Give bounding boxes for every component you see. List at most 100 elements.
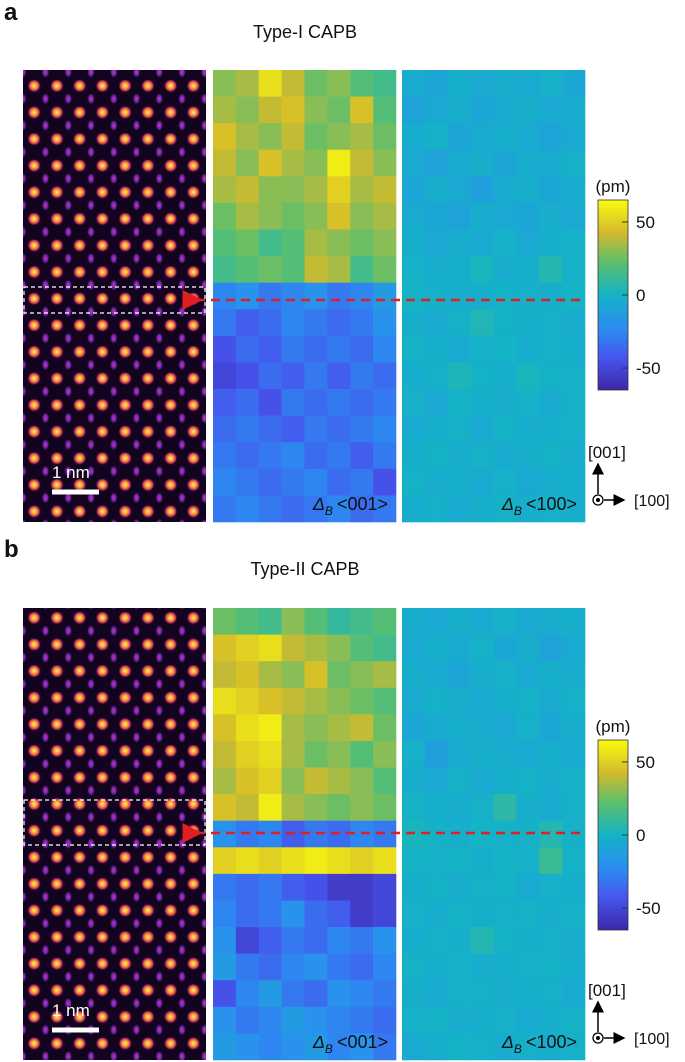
heatmap-cell — [213, 847, 237, 875]
map-label: ΔB <100> — [501, 494, 577, 518]
heatmap-cell — [516, 927, 540, 954]
heatmap-cell — [235, 123, 260, 151]
heatmap-cell — [402, 229, 426, 257]
heatmap-cell — [402, 714, 426, 742]
heatmap-cell — [539, 96, 563, 124]
heatmap-cell — [470, 608, 494, 635]
heatmap-cell — [470, 900, 494, 928]
heatmap-cell — [493, 1033, 517, 1061]
axis-up-label: [001] — [588, 981, 626, 1000]
heatmap-cell — [447, 149, 471, 177]
heatmap-cell — [258, 362, 282, 390]
heatmap-cell — [493, 847, 517, 875]
heatmap-cell — [539, 123, 563, 151]
heatmap-cell — [281, 927, 305, 954]
colorbar-unit: (pm) — [596, 717, 631, 736]
heatmap-cell — [213, 953, 237, 981]
heatmap-cell — [281, 714, 305, 742]
heatmap-cell — [304, 1006, 328, 1034]
heatmap-cell — [213, 149, 237, 177]
colorbar-tick-label: -50 — [636, 899, 661, 918]
heatmap-cell — [327, 123, 351, 151]
map-subscript: B — [514, 504, 522, 518]
heatmap-cell — [493, 123, 517, 151]
heatmap-cell — [562, 495, 586, 523]
heatmap-cell — [493, 362, 517, 390]
heatmap-cell — [258, 767, 282, 795]
heatmap-cell — [424, 980, 449, 1008]
heatmap-cell — [281, 900, 305, 928]
heatmap-cell — [539, 1033, 563, 1061]
heatmap-cell — [516, 847, 540, 875]
heatmap-cell — [493, 149, 517, 177]
heatmap-cell — [493, 256, 517, 284]
heatmap-cell — [402, 927, 426, 954]
heatmap-cell — [539, 953, 563, 981]
heatmap-cell — [213, 1006, 237, 1034]
heatmap-cell — [447, 256, 471, 284]
heatmap-cell — [402, 202, 426, 230]
heatmap-cell — [424, 767, 449, 795]
heatmap-cell — [304, 415, 328, 443]
heatmap-cell — [350, 608, 374, 635]
heatmap-cell — [350, 1033, 374, 1061]
heatmap-cell — [213, 740, 237, 768]
heatmap-cell — [235, 847, 260, 875]
heatmap-cell — [350, 96, 374, 124]
heatmap-cell — [470, 927, 494, 954]
heatmap-cell — [304, 927, 328, 954]
heatmap-cell — [470, 96, 494, 124]
heatmap-cell — [562, 468, 586, 496]
heatmap-cell — [258, 847, 282, 875]
heatmap-cell — [258, 123, 282, 151]
heatmap-cell — [470, 495, 494, 523]
heatmap-cell — [447, 687, 471, 715]
heatmap-cell — [373, 202, 397, 230]
heatmap-cell — [235, 767, 260, 795]
heatmap-cell — [470, 362, 494, 390]
heatmap-cell — [470, 282, 494, 310]
map-label: ΔB <001> — [312, 494, 388, 518]
heatmap-cell — [373, 70, 397, 97]
heatmap-cell — [539, 149, 563, 177]
heatmap-cell — [562, 415, 586, 443]
heatmap-cell — [424, 362, 449, 390]
heatmap-cell — [470, 202, 494, 230]
heatmap-cell — [493, 415, 517, 443]
heatmap-cell — [304, 1033, 328, 1061]
heatmap-cell — [470, 229, 494, 257]
heatmap-cell — [235, 256, 260, 284]
panel-label: b — [4, 536, 19, 563]
heatmap-cell — [258, 634, 282, 662]
heatmap-cell — [470, 256, 494, 284]
heatmap-cell — [350, 149, 374, 177]
heatmap-cell — [281, 634, 305, 662]
heatmap-cell — [447, 96, 471, 124]
heatmap-cell — [562, 256, 586, 284]
heatmap-cell — [350, 442, 374, 470]
map-label: ΔB <001> — [312, 1032, 388, 1056]
heatmap-cell — [373, 468, 397, 496]
heatmap-cell — [424, 96, 449, 124]
heatmap-cell — [516, 980, 540, 1008]
heatmap-cell — [424, 176, 449, 204]
heatmap-cell — [516, 149, 540, 177]
heatmap-cell — [235, 634, 260, 662]
panel-title: Type-I CAPB — [253, 22, 357, 42]
heatmap-cell — [447, 740, 471, 768]
heatmap-cell — [373, 980, 397, 1008]
heatmap-cell — [213, 176, 237, 204]
heatmap-cell — [373, 176, 397, 204]
heatmap-cell — [213, 634, 237, 662]
heatmap-cell — [402, 661, 426, 689]
heatmap-cell — [327, 468, 351, 496]
heatmap-cell — [447, 415, 471, 443]
heatmap-cell — [304, 123, 328, 151]
map-subscript: B — [514, 1042, 522, 1056]
heatmap-cell — [402, 389, 426, 416]
heatmap-cell — [562, 608, 586, 635]
heatmap-cell — [424, 229, 449, 257]
heatmap-cell — [402, 900, 426, 928]
heatmap-cell — [470, 442, 494, 470]
heatmap-cell — [350, 661, 374, 689]
